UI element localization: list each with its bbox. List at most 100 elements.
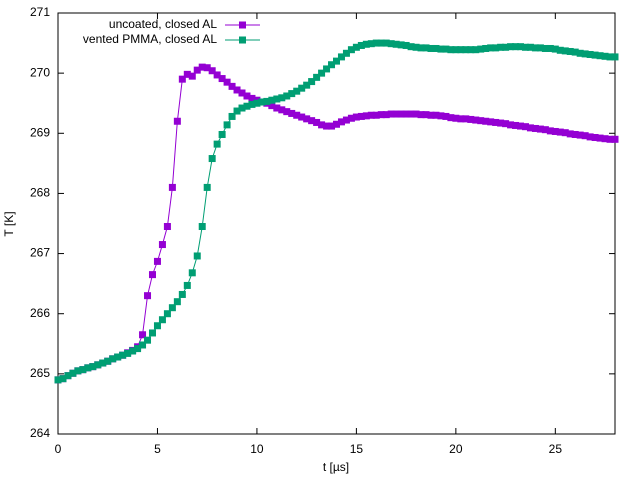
data-point	[551, 127, 559, 135]
data-point	[203, 183, 211, 191]
y-tick-label: 270	[30, 65, 50, 79]
data-point	[144, 292, 152, 300]
data-point	[377, 39, 385, 47]
data-point	[183, 70, 191, 78]
data-point	[258, 98, 266, 106]
data-point	[417, 111, 425, 119]
data-point	[487, 44, 495, 52]
data-point	[437, 45, 445, 53]
data-point	[84, 364, 92, 372]
legend-marker	[239, 36, 246, 44]
data-point	[571, 48, 579, 56]
data-point	[223, 78, 231, 86]
data-point	[253, 99, 261, 107]
data-point	[526, 124, 534, 132]
data-point	[457, 46, 465, 54]
legend-marker	[239, 21, 246, 29]
data-point	[308, 117, 316, 125]
data-point	[283, 108, 291, 116]
data-point	[507, 121, 515, 129]
data-point	[521, 123, 529, 131]
data-point	[193, 252, 201, 260]
x-tick-label: 25	[549, 442, 563, 456]
y-tick-label: 268	[30, 186, 50, 200]
data-point	[303, 115, 311, 123]
data-point	[228, 112, 236, 120]
data-point	[402, 41, 410, 49]
data-point	[556, 46, 564, 54]
data-point	[427, 44, 435, 52]
data-point	[243, 102, 251, 110]
data-point	[417, 44, 425, 52]
data-point	[467, 115, 475, 123]
data-point	[173, 298, 181, 306]
data-point	[432, 44, 440, 52]
data-point	[601, 135, 609, 143]
data-point	[596, 134, 604, 142]
data-point	[268, 102, 276, 110]
data-point	[54, 376, 62, 384]
data-point	[517, 122, 525, 130]
data-point	[79, 366, 87, 374]
data-point	[422, 44, 430, 52]
data-point	[208, 67, 216, 75]
data-point	[576, 131, 584, 139]
data-point	[144, 336, 152, 344]
data-point	[596, 52, 604, 60]
data-point	[318, 69, 326, 77]
data-point	[407, 43, 415, 51]
data-point	[432, 111, 440, 119]
data-point	[611, 53, 619, 61]
data-point	[521, 43, 529, 51]
data-point	[581, 50, 589, 58]
data-point	[323, 122, 331, 130]
data-point	[492, 44, 500, 52]
data-point	[278, 106, 286, 114]
data-point	[507, 43, 515, 51]
data-point	[566, 130, 574, 138]
data-point	[402, 110, 410, 118]
data-point	[462, 115, 470, 123]
data-point	[218, 130, 226, 138]
data-point	[213, 140, 221, 148]
data-point	[591, 51, 599, 59]
data-point	[367, 111, 375, 119]
data-point	[372, 111, 380, 119]
data-point	[248, 94, 256, 102]
data-point	[109, 355, 117, 363]
data-point	[512, 121, 520, 129]
data-point	[477, 117, 485, 125]
data-point	[492, 118, 500, 126]
data-point	[502, 43, 510, 51]
y-tick-label: 269	[30, 125, 50, 139]
data-point	[193, 66, 201, 74]
data-point	[397, 110, 405, 118]
x-tick-label: 10	[250, 442, 264, 456]
y-tick-label: 266	[30, 306, 50, 320]
data-point	[502, 120, 510, 128]
data-point	[168, 304, 176, 312]
data-point	[407, 110, 415, 118]
data-point	[278, 94, 286, 102]
data-point	[591, 133, 599, 141]
data-point	[566, 47, 574, 55]
data-point	[382, 111, 390, 119]
data-point	[148, 329, 156, 337]
data-point	[576, 49, 584, 57]
data-point	[213, 71, 221, 79]
data-point	[392, 110, 400, 118]
x-axis-label: t [µs]	[323, 460, 349, 474]
data-point	[586, 133, 594, 141]
data-point	[606, 53, 614, 61]
data-point	[531, 44, 539, 52]
data-point	[487, 118, 495, 126]
data-point	[333, 57, 340, 65]
data-point	[94, 361, 102, 369]
data-point	[352, 43, 360, 51]
data-point	[362, 40, 370, 48]
data-point	[59, 375, 67, 383]
data-point	[158, 241, 166, 249]
data-point	[472, 46, 480, 54]
data-point	[472, 116, 480, 124]
